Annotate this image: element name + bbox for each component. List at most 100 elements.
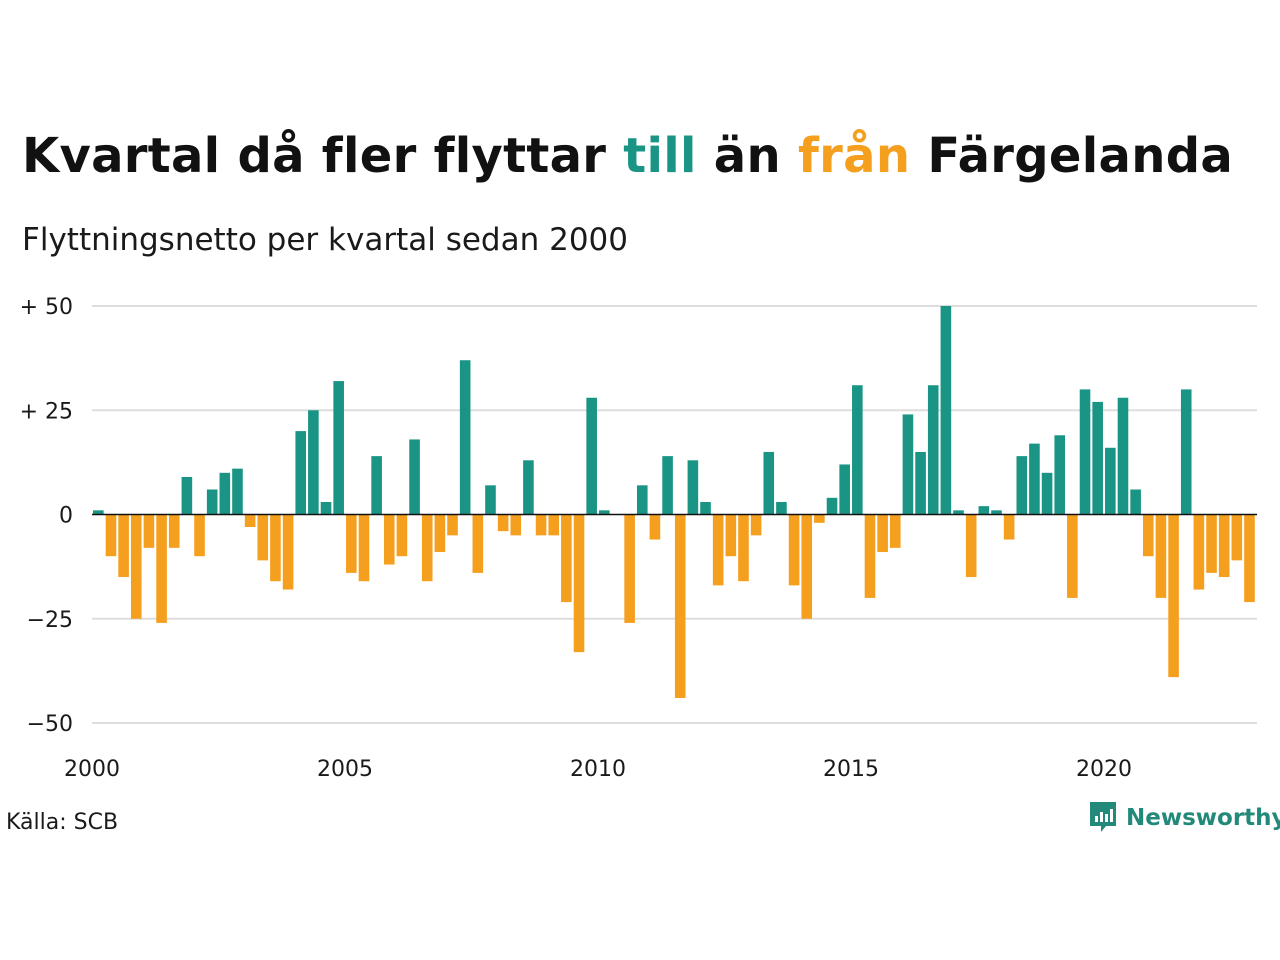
bar (788, 514, 800, 586)
bar (447, 514, 458, 536)
source-note: Källa: SCB (6, 810, 119, 835)
x-axis-labels: 2000 2005 2010 2015 2020 (64, 757, 1132, 782)
bar (674, 514, 686, 698)
bar (864, 514, 876, 598)
bar (599, 510, 610, 515)
bar (1105, 447, 1116, 515)
bar (219, 472, 231, 515)
bar (573, 514, 585, 653)
bar (510, 514, 522, 536)
bar (1193, 514, 1205, 590)
bar (346, 514, 357, 573)
bar (586, 397, 597, 515)
bar (194, 514, 205, 557)
bar (712, 514, 724, 586)
bar (232, 468, 243, 515)
bar (1155, 514, 1167, 598)
bar (1231, 514, 1243, 561)
bar (1180, 389, 1192, 515)
bar (763, 451, 775, 515)
y-tick-label: −50 (27, 712, 73, 737)
title-word-till: till (623, 128, 697, 184)
bar (523, 460, 534, 515)
bar (814, 514, 825, 523)
title-word-fran: från (797, 128, 911, 184)
bar (940, 306, 952, 515)
newsworthy-logo: Newsworthy (1088, 800, 1280, 836)
title-part-5: Färgelanda (910, 128, 1234, 184)
bar (282, 514, 294, 590)
bar (459, 360, 471, 515)
gridlines (92, 305, 1257, 724)
bar (1003, 514, 1015, 540)
bar (143, 514, 155, 548)
bar (485, 485, 496, 515)
bar (725, 514, 737, 557)
bar (358, 514, 370, 582)
bar (1067, 514, 1078, 598)
bar (801, 514, 813, 619)
bar (118, 514, 129, 578)
bar (434, 514, 446, 553)
bar (662, 456, 673, 515)
bar (371, 456, 382, 515)
bar (1244, 514, 1255, 603)
bar (105, 514, 117, 557)
bar (877, 514, 888, 553)
y-tick-label: −25 (27, 608, 73, 633)
bar (548, 514, 560, 536)
bar (156, 514, 167, 623)
bar (1206, 514, 1217, 573)
bar (1130, 489, 1141, 515)
bar (750, 514, 762, 536)
y-tick-label: + 25 (20, 399, 73, 424)
bar (1041, 472, 1053, 515)
bar (636, 485, 648, 515)
bar (1218, 514, 1230, 578)
bar (295, 431, 307, 515)
bar (497, 514, 509, 532)
bar (1016, 456, 1028, 515)
bar (421, 514, 433, 582)
bar (1117, 397, 1129, 515)
x-tick-label: 2015 (823, 757, 879, 782)
y-axis-labels: + 50 + 25 0 −25 −50 (20, 295, 73, 737)
title-part-1: Kvartal då fler flyttar (22, 128, 624, 184)
bar (168, 514, 180, 548)
x-tick-label: 2010 (570, 757, 626, 782)
bar (738, 514, 749, 582)
bar (1029, 443, 1040, 515)
bar (1092, 401, 1103, 515)
bar (270, 514, 281, 582)
bar (649, 514, 661, 540)
chart-title: Kvartal då fler flyttar till än från Fär… (22, 128, 1233, 184)
x-tick-label: 2005 (317, 757, 373, 782)
newsworthy-logo-icon (1090, 802, 1116, 832)
bar (991, 510, 1002, 515)
bar (244, 514, 256, 528)
bar (1054, 435, 1066, 515)
bar (383, 514, 395, 565)
bar (561, 514, 572, 603)
bar (852, 385, 863, 515)
bar (978, 506, 990, 515)
bar (776, 501, 787, 515)
bar (1079, 389, 1091, 515)
bar (320, 501, 332, 515)
bar (130, 514, 142, 619)
bar (889, 514, 901, 548)
bar (257, 514, 269, 561)
bar (826, 497, 838, 515)
bar (308, 410, 319, 515)
title-part-3: än (696, 128, 798, 184)
y-tick-label: + 50 (20, 295, 73, 320)
bar (915, 451, 926, 515)
bar (206, 489, 218, 515)
bar (839, 464, 850, 515)
bar (1168, 514, 1179, 678)
bar (965, 514, 977, 578)
bars (93, 306, 1255, 698)
bar (902, 414, 914, 515)
